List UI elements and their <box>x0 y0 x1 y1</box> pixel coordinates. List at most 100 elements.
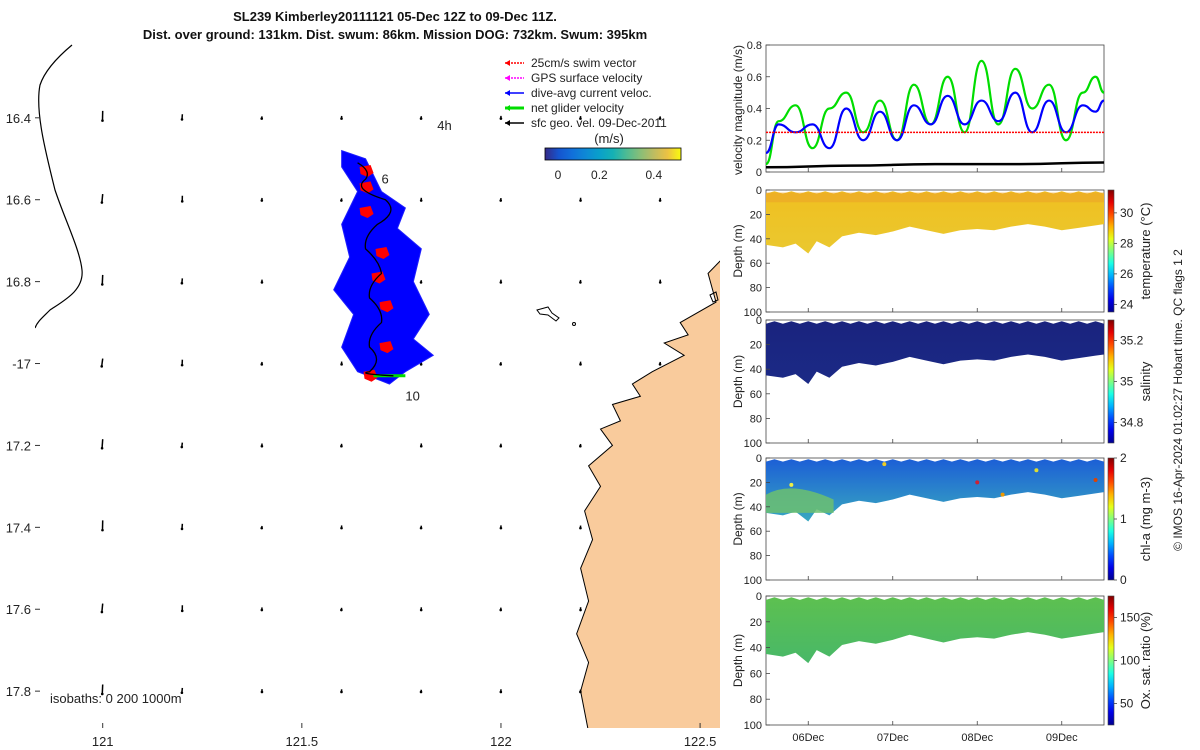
geo-velocity-arrowhead <box>419 281 423 284</box>
heatmap-y-tick-label: 0 <box>756 591 762 603</box>
heatmap-colorbar <box>1107 319 1115 444</box>
geo-velocity-arrowhead <box>499 526 503 530</box>
geo-velocity-arrowhead <box>499 608 503 612</box>
colorbar-tick-label: 34.8 <box>1120 416 1144 430</box>
geo-velocity-arrowhead <box>499 363 502 366</box>
geo-velocity-arrowhead <box>419 690 423 694</box>
swim-vector-patch <box>379 300 394 313</box>
legend-label: dive-avg current veloc. <box>531 86 652 100</box>
heatmap-y-tick-label: 80 <box>750 694 762 706</box>
geo-velocity-arrowhead <box>340 199 343 202</box>
geo-velocity-arrowhead <box>419 608 423 612</box>
geo-velocity-arrowhead <box>579 363 582 366</box>
heatmap-y-tick-label: 100 <box>744 438 762 450</box>
time-tick-label: 09Dec <box>1046 732 1078 744</box>
colorbar-tick-label: 30 <box>1120 206 1134 220</box>
geo-velocity-arrowhead <box>180 445 184 449</box>
colorbar-tick-label: 150 <box>1120 611 1140 625</box>
geo-velocity-arrowhead <box>260 526 264 530</box>
colorbar-title: Ox. sat. ratio (%) <box>1138 612 1153 710</box>
swim-vector-patch <box>379 341 394 354</box>
island-outline <box>536 306 560 322</box>
geo-velocity-arrowhead <box>180 281 184 285</box>
map-plot-area <box>35 44 720 728</box>
isobath-line <box>35 44 83 329</box>
velocity-y-tick-label: 0.2 <box>747 135 762 147</box>
colorbar-tick-label: 0 <box>1120 573 1127 587</box>
heatmap-y-tick-label: 100 <box>744 575 762 587</box>
geo-velocity-arrowhead <box>499 690 503 694</box>
swim-vector-patch <box>359 206 374 218</box>
geo-velocity-arrowhead <box>260 363 264 366</box>
geo-velocity-arrowhead <box>658 363 662 366</box>
geo-velocity-arrowhead <box>658 199 662 202</box>
map-colorbar-tick-label: 0.4 <box>645 168 662 182</box>
velocity-series-geo <box>766 161 1104 169</box>
geo-velocity-arrowhead <box>499 281 503 284</box>
map-y-tick-label: -17 <box>12 357 31 372</box>
colorbar-tick-label: 50 <box>1120 697 1134 711</box>
heatmap-ylabel: Depth (m) <box>731 355 745 408</box>
legend-arrowhead <box>505 90 510 96</box>
legend-arrowhead <box>505 75 510 81</box>
isobath-label: isobaths: 0 200 1000m <box>50 691 182 706</box>
geo-velocity-vector <box>100 358 104 367</box>
time-annotation: 6 <box>381 171 388 186</box>
heatmap-profile-fill <box>766 597 1104 664</box>
heatmap-y-tick-label: 60 <box>750 389 762 401</box>
heatmap-y-tick-label: 0 <box>756 315 762 327</box>
geo-velocity-arrowhead <box>579 281 582 284</box>
legend-arrowhead <box>505 120 510 126</box>
geo-velocity-arrowhead <box>579 690 582 694</box>
heatmap-plot-area <box>766 321 1104 384</box>
geo-velocity-arrowhead <box>100 446 104 450</box>
geo-velocity-arrowhead <box>340 444 343 448</box>
map-y-tick-label: 17.6 <box>6 602 31 617</box>
colorbar-tick-label: 100 <box>1120 654 1140 668</box>
heatmap-profile-fill <box>766 459 1104 522</box>
map-x-tick-label: 122 <box>490 734 512 749</box>
geo-velocity-arrowhead <box>180 200 184 203</box>
map-colorbar-tick-label: 0 <box>555 168 562 182</box>
heatmap-y-tick-label: 20 <box>750 617 762 629</box>
legend-label: net glider velocity <box>531 101 624 115</box>
geo-velocity-arrowhead <box>499 444 503 448</box>
geo-velocity-arrowhead <box>260 117 264 120</box>
colorbar-tick-label: 24 <box>1120 297 1134 311</box>
heatmap-y-tick-label: 80 <box>750 413 762 425</box>
geo-velocity-vector <box>101 193 104 203</box>
legend-arrowhead <box>505 60 510 66</box>
geo-velocity-arrowhead <box>101 119 104 122</box>
colorbar-title: chl-a (mg m-3) <box>1138 477 1153 562</box>
heatmap-colorbar <box>1107 189 1115 313</box>
geo-velocity-arrowhead <box>100 201 104 204</box>
heatmap-y-tick-label: 20 <box>750 477 762 489</box>
heatmap-y-tick-label: 20 <box>750 340 762 352</box>
heatmap-plot-area <box>766 459 1104 522</box>
swim-vector-patch <box>375 246 390 259</box>
heatmap-ylabel: Depth (m) <box>731 634 745 687</box>
map-y-tick-label: 16.4 <box>6 111 31 126</box>
copyright-side-label: © IMOS 16-Apr-2024 01:02:27 Hobart time.… <box>1171 249 1185 551</box>
land-mass <box>576 260 720 728</box>
heatmap-y-tick-label: 0 <box>756 453 762 465</box>
time-tick-label: 08Dec <box>961 732 993 744</box>
geo-velocity-arrowhead <box>100 692 104 696</box>
geo-velocity-arrowhead <box>180 691 184 695</box>
map-colorbar-label: (m/s) <box>594 131 624 146</box>
geo-velocity-arrowhead <box>419 117 423 120</box>
velocity-y-tick-label: 0.4 <box>747 104 762 116</box>
geo-velocity-arrowhead <box>100 610 104 614</box>
legend-label: GPS surface velocity <box>531 71 642 85</box>
chart-title-line-1: SL239 Kimberley20111121 05-Dec 12Z to 09… <box>233 9 557 24</box>
velocity-plot-area <box>766 59 1104 169</box>
heatmap-ylabel: Depth (m) <box>731 492 745 545</box>
colorbar-tick-label: 35.2 <box>1120 334 1144 348</box>
heatmap-y-tick-label: 80 <box>750 551 762 563</box>
velocity-y-tick-label: 0.8 <box>747 40 762 52</box>
chl-maximum-patch <box>766 488 834 513</box>
island-outline <box>709 291 719 303</box>
geo-velocity-arrowhead <box>419 363 423 366</box>
colorbar-tick-label: 26 <box>1120 267 1134 281</box>
